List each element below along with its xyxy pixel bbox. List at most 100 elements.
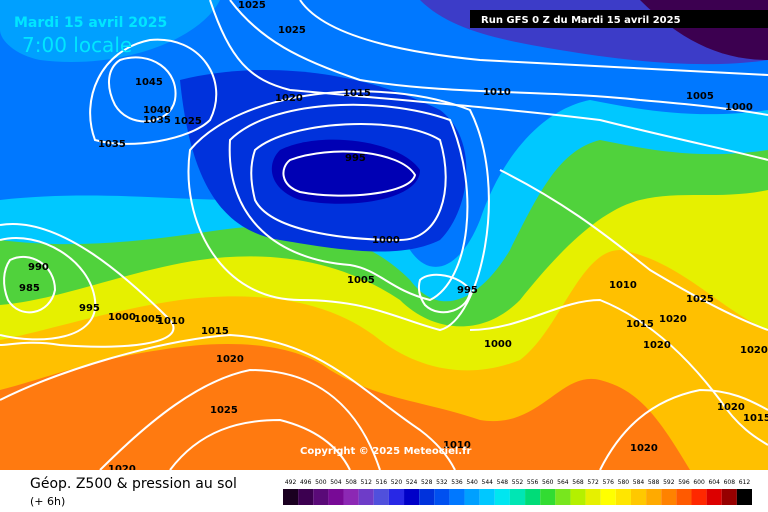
scale-swatch — [509, 489, 526, 505]
scale-swatch — [736, 489, 752, 505]
scale-label: 548 — [497, 479, 509, 486]
scale-label: 588 — [648, 479, 660, 486]
scale-swatch — [585, 489, 601, 505]
isobar-label: 1020 — [659, 314, 687, 325]
scale-label: 564 — [557, 479, 569, 486]
isobar-label: 1005 — [347, 275, 375, 286]
isobar-label: 995 — [345, 153, 366, 164]
scale-swatch — [388, 489, 405, 505]
isobar-label: 1010 — [443, 440, 471, 451]
scale-swatch — [661, 489, 677, 505]
scale-swatch — [373, 489, 389, 505]
scale-swatch — [313, 489, 329, 505]
scale-label: 596 — [678, 479, 690, 486]
scale-swatch — [615, 489, 631, 505]
isobar-label: 1020 — [275, 93, 303, 104]
scale-label: 512 — [360, 479, 372, 486]
scale-swatch — [298, 489, 314, 505]
isobar-label: 1020 — [740, 345, 768, 356]
isobar-label: 995 — [79, 303, 100, 314]
scale-label: 524 — [406, 479, 418, 486]
scale-label: 520 — [391, 479, 403, 486]
isobar-label: 1010 — [483, 87, 511, 98]
scale-swatch — [706, 489, 722, 505]
scale-label: 580 — [618, 479, 630, 486]
isobars — [0, 0, 768, 471]
isobar-label: 1010 — [609, 280, 637, 291]
scale-swatch — [555, 489, 571, 505]
date-label: Mardi 15 avril 2025 — [14, 15, 167, 31]
scale-swatch — [343, 489, 359, 505]
scale-swatch — [646, 489, 662, 505]
isobar-label: 1035 — [143, 115, 171, 126]
scale-swatch — [419, 489, 435, 505]
isobar-label: 1020 — [108, 464, 136, 475]
isobar-label: 1015 — [343, 88, 371, 99]
run-banner — [470, 10, 768, 28]
isobar-label: 1015 — [743, 413, 768, 424]
scale-swatch — [691, 489, 707, 505]
isobar-label: 1000 — [372, 235, 400, 246]
scale-label: 556 — [527, 479, 539, 486]
scale-swatch — [525, 489, 541, 505]
scale-label: 612 — [739, 479, 751, 486]
isobar-label: 1000 — [725, 102, 753, 113]
scale-label: 604 — [708, 479, 720, 486]
scale-swatch — [494, 489, 510, 505]
isobar-label: 1015 — [201, 326, 229, 337]
isobar-label: 1025 — [174, 116, 202, 127]
scale-swatch — [479, 489, 495, 505]
scale-swatch — [328, 489, 344, 505]
scale-swatch — [358, 489, 374, 505]
scale-swatch — [630, 489, 647, 505]
isobar-label: 1000 — [484, 339, 512, 350]
scale-label: 508 — [345, 479, 357, 486]
isobar-label: 1040 — [143, 105, 171, 116]
isobar-label: 1000 — [108, 312, 136, 323]
scale-label: 568 — [572, 479, 584, 486]
scale-label: 528 — [421, 479, 433, 486]
isobar-label: 1015 — [626, 319, 654, 330]
legend-lead: (+ 6h) — [30, 495, 65, 508]
isobar-label: 1035 — [98, 139, 126, 150]
isobar-label: 1020 — [717, 402, 745, 413]
scale-label: 608 — [724, 479, 736, 486]
scale-label: 536 — [451, 479, 463, 486]
run-label: Run GFS 0 Z du Mardi 15 avril 2025 — [481, 15, 681, 26]
scale-swatch — [283, 489, 299, 505]
isobar-label: 1020 — [630, 443, 658, 454]
scale-label: 492 — [285, 479, 297, 486]
scale-label: 500 — [315, 479, 327, 486]
scale-label: 592 — [663, 479, 675, 486]
isobar-label: 1020 — [216, 354, 244, 365]
scale-swatch — [449, 489, 465, 505]
scale-label: 576 — [603, 479, 615, 486]
legend-title: Géop. Z500 & pression au sol — [30, 476, 237, 492]
scale-label: 540 — [466, 479, 478, 486]
scale-swatch — [464, 489, 480, 505]
scale-swatch — [676, 489, 692, 505]
scale-swatch — [600, 489, 616, 505]
isobar-label: 1025 — [686, 294, 714, 305]
scale-swatch — [404, 489, 420, 505]
map: 1025 1025 1020 1015 1010 1005 1000 1045 … — [0, 0, 768, 475]
scale-label: 544 — [482, 479, 494, 486]
scale-label: 496 — [300, 479, 312, 486]
scale-swatch — [434, 489, 450, 505]
time-label: 7:00 locale — [22, 33, 132, 57]
isobar-label: 1025 — [210, 405, 238, 416]
color-scale: 492 496 500 504 508 512 516 520 524 528 532 536 540 5… — [283, 479, 752, 505]
isobar-label: 1025 — [278, 25, 306, 36]
scale-label: 560 — [542, 479, 554, 486]
scale-swatch — [570, 489, 586, 505]
isobar-label: 1045 — [135, 77, 163, 88]
isobar-label: 985 — [19, 283, 40, 294]
isobar-label: 1010 — [157, 316, 185, 327]
isobar-label: 1005 — [134, 314, 162, 325]
scale-swatch — [721, 489, 737, 505]
scale-label: 532 — [436, 479, 448, 486]
isobar-label: 1020 — [643, 340, 671, 351]
zone-greenland — [0, 0, 220, 62]
scale-swatch — [540, 489, 556, 505]
